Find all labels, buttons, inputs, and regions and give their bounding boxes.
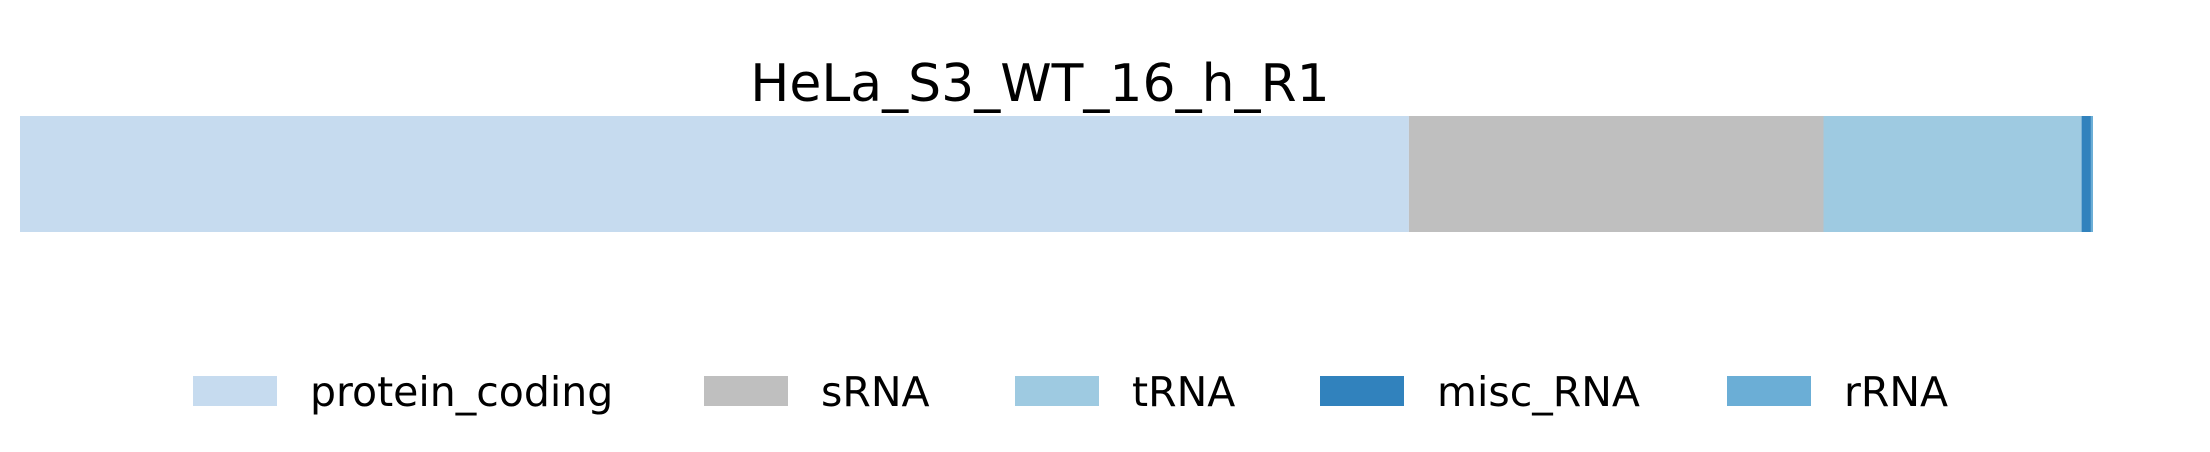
legend-swatch-protein-coding [193, 376, 277, 406]
legend-item-trna: tRNA [1015, 368, 1235, 416]
legend-label-rrna: rRNA [1844, 368, 1948, 416]
legend-label-protein-coding: protein_coding [310, 368, 613, 416]
legend-item-misc-rna: misc_RNA [1320, 368, 1640, 416]
legend-swatch-misc-rna [1320, 376, 1404, 406]
stacked-bar [20, 116, 2093, 232]
legend: protein_coding sRNA tRNA misc_RNA rRNA [193, 368, 1948, 416]
bar-segment-srna [1408, 116, 1824, 232]
legend-label-trna: tRNA [1132, 368, 1235, 416]
legend-label-srna: sRNA [821, 368, 930, 416]
legend-item-protein-coding: protein_coding [193, 368, 613, 416]
legend-label-misc-rna: misc_RNA [1437, 368, 1640, 416]
legend-swatch-srna [704, 376, 788, 406]
legend-item-srna: sRNA [704, 368, 930, 416]
bar-segment-misc-rna [2081, 116, 2091, 232]
legend-item-rrna: rRNA [1727, 368, 1948, 416]
bar-segment-trna [1823, 116, 2082, 232]
bar-segment-rrna [2090, 116, 2093, 232]
legend-swatch-trna [1015, 376, 1099, 406]
bar-segment-protein-coding [20, 116, 1409, 232]
legend-swatch-rrna [1727, 376, 1811, 406]
chart-title: HeLa_S3_WT_16_h_R1 [750, 54, 1330, 114]
